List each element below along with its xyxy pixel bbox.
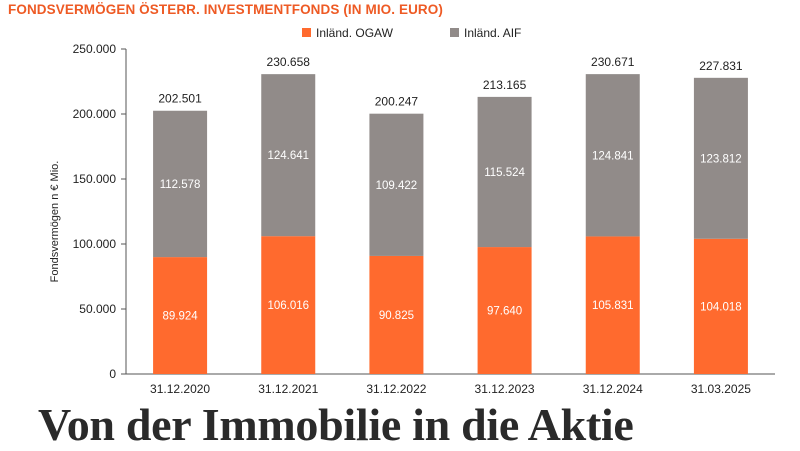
x-tick-label: 31.03.2025 bbox=[691, 382, 751, 396]
bar-ogaw bbox=[153, 257, 208, 374]
total-label: 213.165 bbox=[483, 78, 527, 92]
y-tick-label: 250.000 bbox=[73, 42, 117, 56]
bar-aif bbox=[585, 74, 640, 237]
x-tick-label: 31.12.2022 bbox=[366, 382, 426, 396]
total-label: 200.247 bbox=[375, 95, 419, 109]
total-label: 230.671 bbox=[591, 55, 635, 69]
bar-ogaw bbox=[585, 236, 640, 374]
legend-aif-label: Inländ. AIF bbox=[464, 26, 521, 40]
data-label-aif: 124.641 bbox=[267, 150, 309, 162]
bar-ogaw bbox=[477, 247, 532, 374]
data-label-aif: 124.841 bbox=[592, 150, 634, 162]
y-tick-label: 0 bbox=[109, 367, 116, 381]
bar-aif bbox=[477, 96, 532, 248]
bar-aif bbox=[693, 77, 748, 239]
data-label-ogaw: 97.640 bbox=[487, 306, 522, 318]
bar-ogaw bbox=[369, 255, 424, 374]
x-tick-label: 31.12.2024 bbox=[583, 382, 643, 396]
stacked-bar-chart: Inländ. OGAW Inländ. AIF 0 50.000 100.000 150… bbox=[49, 26, 775, 396]
bar-aif bbox=[369, 113, 424, 256]
legend-aif-swatch bbox=[450, 28, 459, 37]
data-label-ogaw: 89.924 bbox=[162, 311, 198, 323]
x-tick-label: 31.12.2023 bbox=[475, 382, 535, 396]
x-tick-label: 31.12.2020 bbox=[150, 382, 210, 396]
total-label: 202.501 bbox=[158, 92, 202, 106]
y-tick-label: 200.000 bbox=[73, 107, 117, 121]
total-label: 230.658 bbox=[267, 55, 311, 69]
total-label: 227.831 bbox=[699, 59, 743, 73]
legend-ogaw-label: Inländ. OGAW bbox=[316, 26, 394, 40]
data-label-ogaw: 106.016 bbox=[267, 300, 309, 312]
data-label-ogaw: 90.825 bbox=[379, 310, 414, 322]
y-tick-label: 50.000 bbox=[79, 302, 116, 316]
x-tick-label: 31.12.2021 bbox=[258, 382, 318, 396]
bar-ogaw bbox=[693, 238, 748, 374]
bar-ogaw bbox=[261, 236, 316, 374]
y-tick-label: 150.000 bbox=[73, 172, 117, 186]
data-label-aif: 112.578 bbox=[160, 179, 201, 191]
y-axis-title: Fondsvermögen n € Mio. bbox=[49, 161, 61, 283]
data-label-ogaw: 105.831 bbox=[592, 300, 634, 312]
data-label-aif: 115.524 bbox=[484, 167, 525, 179]
article-headline: Von der Immobilie in die Aktie bbox=[38, 399, 634, 450]
bar-aif bbox=[153, 110, 208, 258]
chart-title: FONDSVERMÖGEN ÖSTERR. INVESTMENTFONDS (I… bbox=[8, 2, 443, 17]
bar-aif bbox=[261, 74, 316, 237]
data-label-aif: 109.422 bbox=[376, 180, 418, 192]
data-label-aif: 123.812 bbox=[700, 153, 742, 165]
y-tick-label: 100.000 bbox=[73, 237, 117, 251]
legend-ogaw-swatch bbox=[302, 28, 311, 37]
data-label-ogaw: 104.018 bbox=[700, 301, 742, 313]
